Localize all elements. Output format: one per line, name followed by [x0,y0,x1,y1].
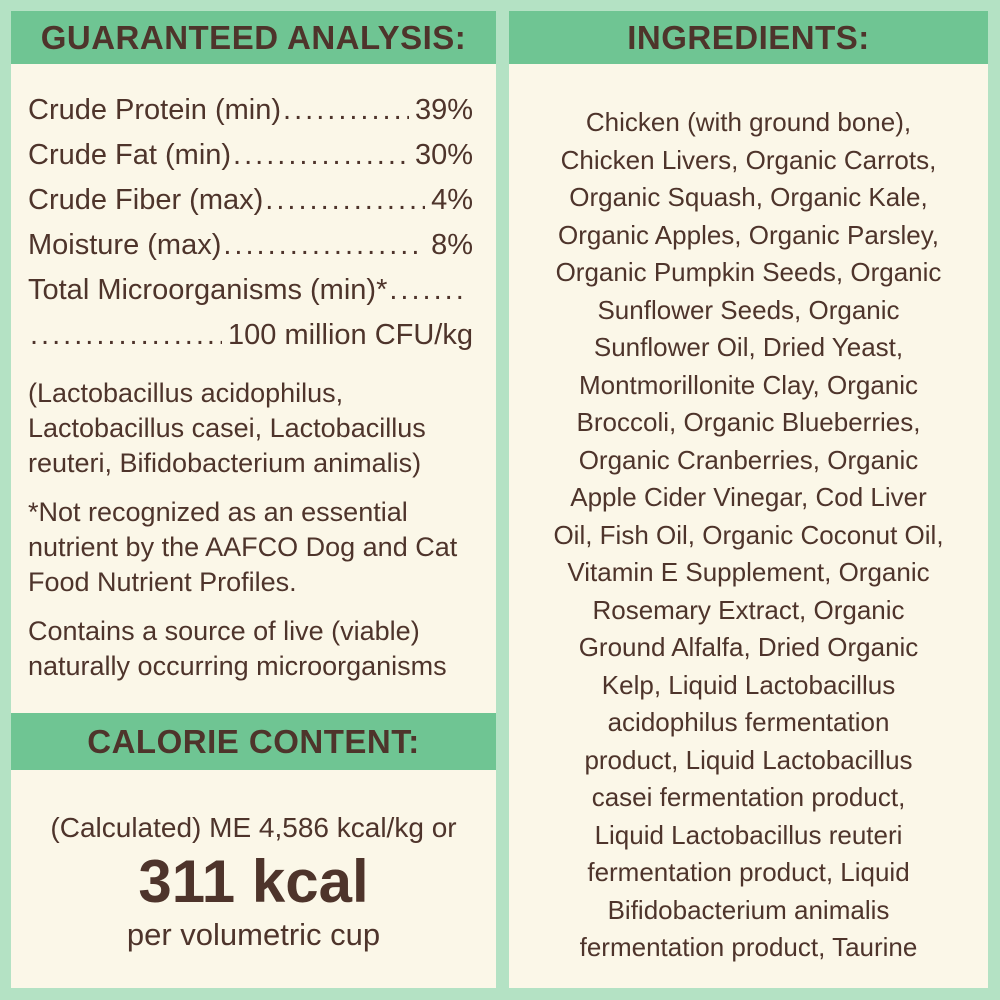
analysis-value: 8% [431,229,473,261]
dot-leader: ........................................… [30,319,222,351]
analysis-row-moisture: Moisture (max) .........................… [28,223,473,268]
ingredients-header: INGREDIENTS: [509,11,988,64]
analysis-value: 39% [414,94,473,126]
dot-leader: ........................................… [389,274,467,306]
live-microorganisms-note: Contains a source of live (viable) natur… [28,616,447,681]
guaranteed-analysis-header: GUARANTEED ANALYSIS: [11,11,496,64]
analysis-value: 100 million CFU/kg [228,319,473,351]
analysis-value: 4% [431,184,473,216]
metabolizable-energy-line: (Calculated) ME 4,586 kcal/kg or [50,812,457,843]
analysis-row-crude-protein: Crude Protein (min) ....................… [28,88,473,133]
analysis-row-total-microorganisms: Total Microorganisms (min)* ............… [28,268,473,313]
analysis-row-cfu-value: ........................................… [28,313,473,358]
guaranteed-analysis-panel: Crude Protein (min) ....................… [11,64,496,713]
analysis-label: Crude Fiber (max) [28,184,264,216]
per-cup-label: per volumetric cup [126,917,381,952]
microorganism-species-note: (Lactobacillus acidophilus, Lactobacillu… [28,378,426,478]
ingredients-list: Chicken (with ground bone), Chicken Live… [553,107,944,962]
kcal-per-cup-value: 311 kcal [138,848,369,915]
aafco-disclaimer-note: *Not recognized as an essential nutrient… [28,497,458,597]
calorie-content-panel: (Calculated) ME 4,586 kcal/kg or 311 kca… [11,770,496,988]
dot-leader: ........................................… [223,229,425,261]
analysis-label: Total Microorganisms (min)* [28,274,388,306]
dot-leader: ........................................… [233,139,409,171]
analysis-row-crude-fiber: Crude Fiber (max) ......................… [28,178,473,223]
analysis-label: Moisture (max) [28,229,222,261]
analysis-label: Crude Fat (min) [28,139,232,171]
analysis-value: 30% [414,139,473,171]
analysis-row-crude-fat: Crude Fat (min) ........................… [28,133,473,178]
left-column: GUARANTEED ANALYSIS: Crude Protein (min)… [11,11,496,988]
calorie-content-header: CALORIE CONTENT: [11,713,496,770]
right-column: INGREDIENTS: Chicken (with ground bone),… [509,11,988,988]
analysis-label: Crude Protein (min) [28,94,282,126]
dot-leader: ........................................… [283,94,409,126]
ingredients-panel: Chicken (with ground bone), Chicken Live… [509,64,988,988]
dot-leader: ........................................… [265,184,426,216]
